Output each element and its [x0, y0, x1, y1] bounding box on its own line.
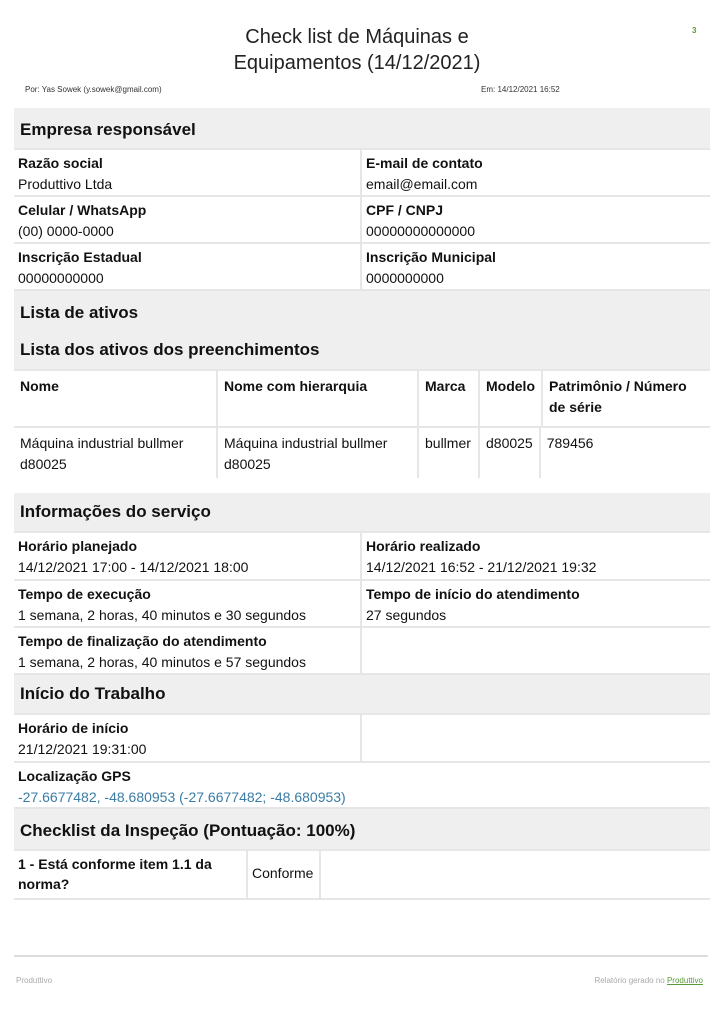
field-tempo-finalizacao: Tempo de finalização do atendimento 1 sem…: [14, 628, 360, 673]
field-email: E-mail de contato email@email.com: [362, 150, 710, 195]
page-number: 3: [692, 26, 697, 35]
section-ativos-preenchimentos: Lista dos ativos dos preenchimentos: [14, 331, 710, 369]
section-empresa: Empresa responsável: [14, 108, 710, 148]
footer-generated: Relatório gerado no Produttivo: [594, 976, 703, 985]
report-title: Check list de Máquinas e Equipamentos (14…: [0, 24, 714, 76]
table-row: Máquina industrial bullmer d80025 Máquin…: [14, 428, 710, 478]
footer-brand: Produttivo: [16, 976, 53, 985]
field-gps: Localização GPS -27.6677482, -48.680953 (…: [14, 763, 710, 807]
title-line-1: Check list de Máquinas e: [245, 26, 469, 48]
field-tempo-inicio: Tempo de início do atendimento 27 segundo…: [362, 581, 710, 626]
section-inicio: Início do Trabalho: [14, 675, 710, 713]
author: Por: Yas Sowek (y.sowek@gmail.com): [25, 85, 162, 94]
produttivo-link[interactable]: Produttivo: [666, 976, 703, 985]
field-horario-inicio: Horário de início 21/12/2021 19:31:00: [14, 715, 360, 761]
field-horario-planejado: Horário planejado 14/12/2021 17:00 - 14/1…: [14, 533, 360, 579]
checklist-item: 1 - Está conforme item 1.1 da norma? Con…: [14, 851, 710, 898]
section-checklist: Checklist da Inspeção (Pontuação: 100%): [14, 809, 710, 849]
table-header: Nome Nome com hierarquia Marca Modelo Pa…: [14, 371, 710, 426]
field-inscricao-municipal: Inscrição Municipal 0000000000: [362, 244, 710, 289]
field-cpf-cnpj: CPF / CNPJ 00000000000000: [362, 197, 710, 242]
field-tempo-execucao: Tempo de execução 1 semana, 2 horas, 40 m…: [14, 581, 360, 626]
field-inscricao-estadual: Inscrição Estadual 00000000000: [14, 244, 360, 289]
field-razao-social: Razão social Produttivo Ltda: [14, 150, 360, 195]
report-content: Empresa responsável Razão social Produtti…: [14, 108, 710, 942]
section-servico: Informações do serviço: [14, 493, 710, 531]
gps-link[interactable]: -27.6677482, -48.680953 (-27.6677482; -4…: [18, 789, 346, 805]
report-date: Em: 14/12/2021 16:52: [481, 85, 560, 94]
footer-divider: [14, 955, 708, 957]
field-horario-realizado: Horário realizado 14/12/2021 16:52 - 21/1…: [362, 533, 710, 579]
field-celular: Celular / WhatsApp (00) 0000-0000: [14, 197, 360, 242]
title-line-2: Equipamentos (14/12/2021): [233, 52, 481, 74]
section-ativos: Lista de ativos: [14, 291, 710, 331]
